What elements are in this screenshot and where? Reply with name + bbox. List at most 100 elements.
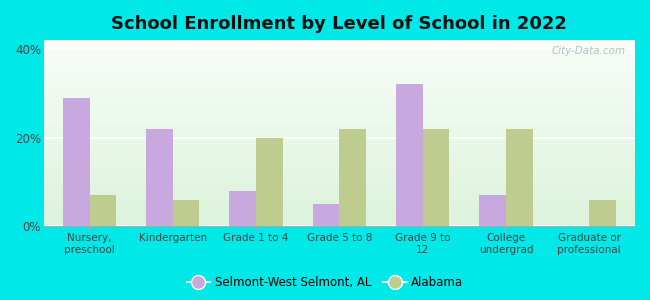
Bar xyxy=(44,184,635,185)
Bar xyxy=(44,57,635,59)
Bar xyxy=(589,200,616,226)
Bar xyxy=(44,154,635,156)
Bar xyxy=(44,145,635,146)
Bar xyxy=(44,156,635,158)
Bar xyxy=(146,129,173,226)
Bar xyxy=(44,79,635,81)
Bar xyxy=(44,191,635,193)
Bar xyxy=(44,94,635,96)
Bar xyxy=(44,180,635,182)
Bar xyxy=(44,219,635,221)
Bar xyxy=(44,85,635,87)
Bar xyxy=(44,44,635,46)
Bar xyxy=(44,169,635,171)
Bar xyxy=(44,196,635,199)
Bar xyxy=(44,158,635,159)
Bar xyxy=(422,129,449,226)
Bar xyxy=(63,98,90,226)
Legend: Selmont-West Selmont, AL, Alabama: Selmont-West Selmont, AL, Alabama xyxy=(182,272,468,294)
Bar xyxy=(44,68,635,70)
Bar xyxy=(44,159,635,161)
Bar xyxy=(479,195,506,226)
Bar xyxy=(44,137,635,139)
Bar xyxy=(90,195,116,226)
Bar xyxy=(44,116,635,119)
Bar xyxy=(256,138,283,226)
Bar xyxy=(44,111,635,113)
Bar xyxy=(44,217,635,219)
Bar xyxy=(44,221,635,223)
Bar xyxy=(44,189,635,191)
Bar xyxy=(44,176,635,178)
Bar xyxy=(44,202,635,204)
Bar xyxy=(44,212,635,213)
Bar xyxy=(44,163,635,165)
Bar xyxy=(44,102,635,103)
Bar xyxy=(44,74,635,76)
Bar xyxy=(229,191,256,226)
Bar xyxy=(44,165,635,167)
Bar xyxy=(44,107,635,109)
Bar xyxy=(44,40,635,42)
Bar xyxy=(44,135,635,137)
Bar xyxy=(44,118,635,120)
Bar xyxy=(44,167,635,169)
Bar xyxy=(44,161,635,163)
Bar xyxy=(44,113,635,115)
Bar xyxy=(44,70,635,72)
Bar xyxy=(44,72,635,74)
Bar xyxy=(44,141,635,142)
Bar xyxy=(44,115,635,116)
Bar xyxy=(44,139,635,141)
Bar xyxy=(44,64,635,66)
Bar xyxy=(44,150,635,152)
Text: City-Data.com: City-Data.com xyxy=(552,46,626,56)
Bar xyxy=(44,206,635,208)
Bar xyxy=(44,51,635,53)
Bar xyxy=(44,204,635,206)
Bar xyxy=(44,210,635,212)
Bar xyxy=(44,199,635,200)
Bar xyxy=(44,120,635,122)
Bar xyxy=(44,178,635,180)
Bar xyxy=(44,128,635,130)
Bar xyxy=(44,215,635,217)
Bar xyxy=(44,122,635,124)
Bar xyxy=(44,50,635,51)
Bar xyxy=(44,77,635,79)
Bar xyxy=(339,129,366,226)
Bar xyxy=(44,174,635,176)
Bar xyxy=(44,46,635,48)
Bar xyxy=(44,61,635,62)
Bar xyxy=(44,131,635,133)
Bar xyxy=(44,100,635,102)
Bar xyxy=(44,81,635,83)
Bar xyxy=(44,182,635,184)
Bar xyxy=(44,92,635,94)
Bar xyxy=(44,76,635,77)
Bar xyxy=(173,200,200,226)
Bar xyxy=(44,126,635,128)
Bar xyxy=(44,130,635,131)
Bar xyxy=(44,53,635,55)
Bar xyxy=(44,185,635,187)
Bar xyxy=(44,109,635,111)
Bar xyxy=(44,225,635,226)
Bar xyxy=(44,96,635,98)
Bar xyxy=(396,85,422,226)
Bar xyxy=(44,87,635,88)
Bar xyxy=(44,88,635,90)
Bar xyxy=(44,193,635,195)
Bar xyxy=(44,42,635,44)
Bar xyxy=(506,129,532,226)
Bar xyxy=(44,48,635,50)
Bar xyxy=(44,148,635,150)
Bar xyxy=(44,152,635,154)
Bar xyxy=(44,55,635,57)
Bar xyxy=(44,187,635,189)
Bar xyxy=(44,62,635,64)
Bar xyxy=(44,133,635,135)
Bar xyxy=(313,204,339,226)
Bar xyxy=(44,90,635,92)
Bar xyxy=(44,98,635,100)
